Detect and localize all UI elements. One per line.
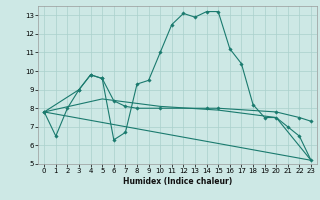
X-axis label: Humidex (Indice chaleur): Humidex (Indice chaleur) — [123, 177, 232, 186]
